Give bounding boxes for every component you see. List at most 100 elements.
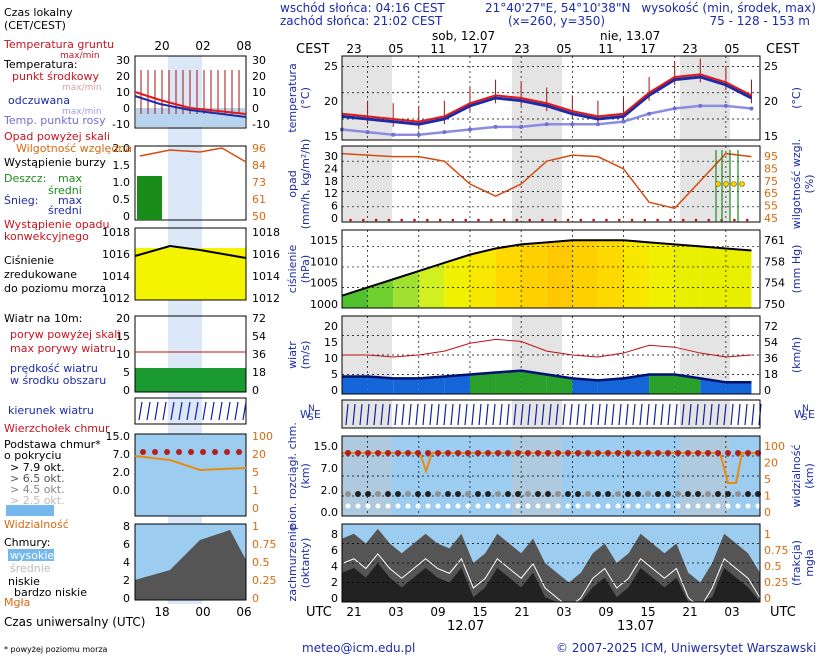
cloud-base-dot (455, 491, 461, 497)
cloud-base-dot-thin (405, 503, 411, 509)
compass-right-w: W (794, 408, 805, 421)
wind-arrow (534, 403, 538, 426)
legend-wind-yl: 20 (116, 312, 130, 325)
tick-left: 10 (324, 352, 338, 365)
cloud-base-dot-thin (655, 503, 661, 509)
cloud-top-dot (525, 450, 531, 456)
legend-cbase-frame (134, 433, 247, 517)
ylabel-left-cbase-line: pion. rozciągł. chm. (286, 422, 299, 530)
cloud-base-dot (705, 491, 711, 497)
wind-arrow (716, 403, 720, 426)
bottom-hour-label: 15 (472, 605, 487, 619)
legend-press-yr: 1016 (252, 248, 280, 261)
tick-left: 0 (331, 212, 338, 225)
legend-c-high: wysokie (10, 549, 54, 562)
wind-arrow (611, 403, 615, 426)
cloud-top-dot (655, 450, 661, 456)
legend-okt: > 6.5 okt. (10, 472, 65, 485)
cloud-top-dot (555, 450, 561, 456)
ylabel-right-press-line: (mm Hg) (790, 245, 803, 294)
cloud-top-dot (625, 450, 631, 456)
ylabel-left-press-line: ciśnienie (286, 245, 299, 294)
legend-top-dot (200, 449, 206, 455)
tick-right: 36 (764, 352, 778, 365)
height-values: 75 - 128 - 153 m (710, 14, 811, 28)
top-hour-label: 05 (724, 42, 739, 56)
dew-point-dot (723, 103, 728, 108)
legend-dir-arrow (218, 401, 223, 421)
sunrise-text: wschód słońca: 04:16 CEST (280, 1, 445, 15)
legend-rain-max: max (58, 172, 82, 185)
cloud-top-dot (345, 450, 351, 456)
coords-text: 21°40'27"E, 54°10'38"N (485, 1, 630, 15)
compass-right-s: S (802, 413, 808, 423)
legend-press-title-line: do poziomu morza (4, 282, 106, 295)
bottom-hour-label: 09 (430, 605, 445, 619)
cloud-base-dot-thin (705, 503, 711, 509)
cloud-base-dot-thin (595, 503, 601, 509)
legend-cloud-base: Podstawa chmur*o pokryciu (4, 438, 101, 462)
tick-right: 0 (764, 506, 771, 519)
legend-dir-arrow (162, 401, 167, 421)
wind-arrow (569, 403, 573, 426)
sunset-text: zachód słońca: 21:02 CEST (280, 14, 443, 28)
wind-series (342, 315, 760, 394)
wind-arrow (709, 403, 713, 426)
prec-zero-dot (362, 218, 365, 222)
panel-border (341, 399, 761, 429)
dew-point-dot (621, 119, 626, 124)
legend-dir-arrow (186, 401, 191, 421)
legend-temp-mid: punkt środkowy (12, 70, 100, 83)
cloud-top-dot (355, 450, 361, 456)
cloud-top-dot (675, 450, 681, 456)
ylabel-right-wind-line: (km/h) (790, 337, 803, 373)
temp-series (340, 56, 760, 140)
panel-temp (342, 56, 760, 140)
press-series (341, 230, 760, 308)
press-fill (597, 240, 624, 308)
press-fill (725, 248, 752, 308)
tick-left: 2.0 (321, 484, 339, 497)
legend-press-yl: 1014 (102, 270, 130, 283)
legend-top-dot (224, 449, 230, 455)
night-shade (342, 56, 392, 140)
legend-press-title-line: zredukowane (4, 268, 77, 281)
legend-dir-arrow (170, 401, 175, 421)
night-shade (680, 56, 730, 140)
wind-gust-line (342, 338, 752, 358)
wind-arrow (499, 403, 503, 426)
day2-label: nie, 13.07 (600, 29, 660, 43)
ylabel-left-temp: temperatura (°C) (286, 63, 312, 132)
footer-email[interactable]: meteo@icm.edu.pl (302, 641, 415, 655)
wind-arrow (632, 403, 636, 426)
wind-arrow (695, 403, 699, 426)
tick-right: 72 (764, 320, 778, 333)
wind-arrow (359, 403, 363, 426)
ylabel-right-cbase: widzialność (km) (790, 444, 816, 507)
prec-series (341, 145, 760, 223)
legend-temp-yl: 30 (116, 54, 130, 67)
legend-temp-yr: 30 (252, 54, 266, 67)
legend-dir-arrow (194, 401, 199, 421)
tick-left: 0.0 (321, 506, 339, 519)
bottom-hour-label: 21 (514, 605, 529, 619)
tick-right: 754 (764, 277, 785, 290)
legend-cl-yr: 0.25 (252, 574, 277, 587)
dew-point-dot (416, 132, 421, 137)
utc-left: UTC (306, 605, 332, 620)
legend-soil-temp: Temperatura gruntu (3, 38, 114, 51)
wind-arrow (653, 403, 657, 426)
prec-zero-dot (451, 218, 455, 222)
dew-point-dot (647, 111, 652, 116)
cloud-base-dot (715, 491, 721, 497)
legend-clouds: Chmury: (4, 536, 50, 549)
ylabel-left-prec: opad (mm/h, kg/m²/h) (286, 139, 312, 230)
legend-wind-yl: 10 (116, 348, 130, 361)
legend-temp-yr: 0 (252, 102, 259, 115)
legend-utc: Czas uniwersalny (UTC) (4, 615, 145, 629)
tick-right: 20 (764, 95, 778, 108)
top-hour-label: 17 (640, 42, 655, 56)
legend-time-line: Czas lokalny (4, 6, 73, 19)
tick-left: 20 (324, 320, 338, 333)
